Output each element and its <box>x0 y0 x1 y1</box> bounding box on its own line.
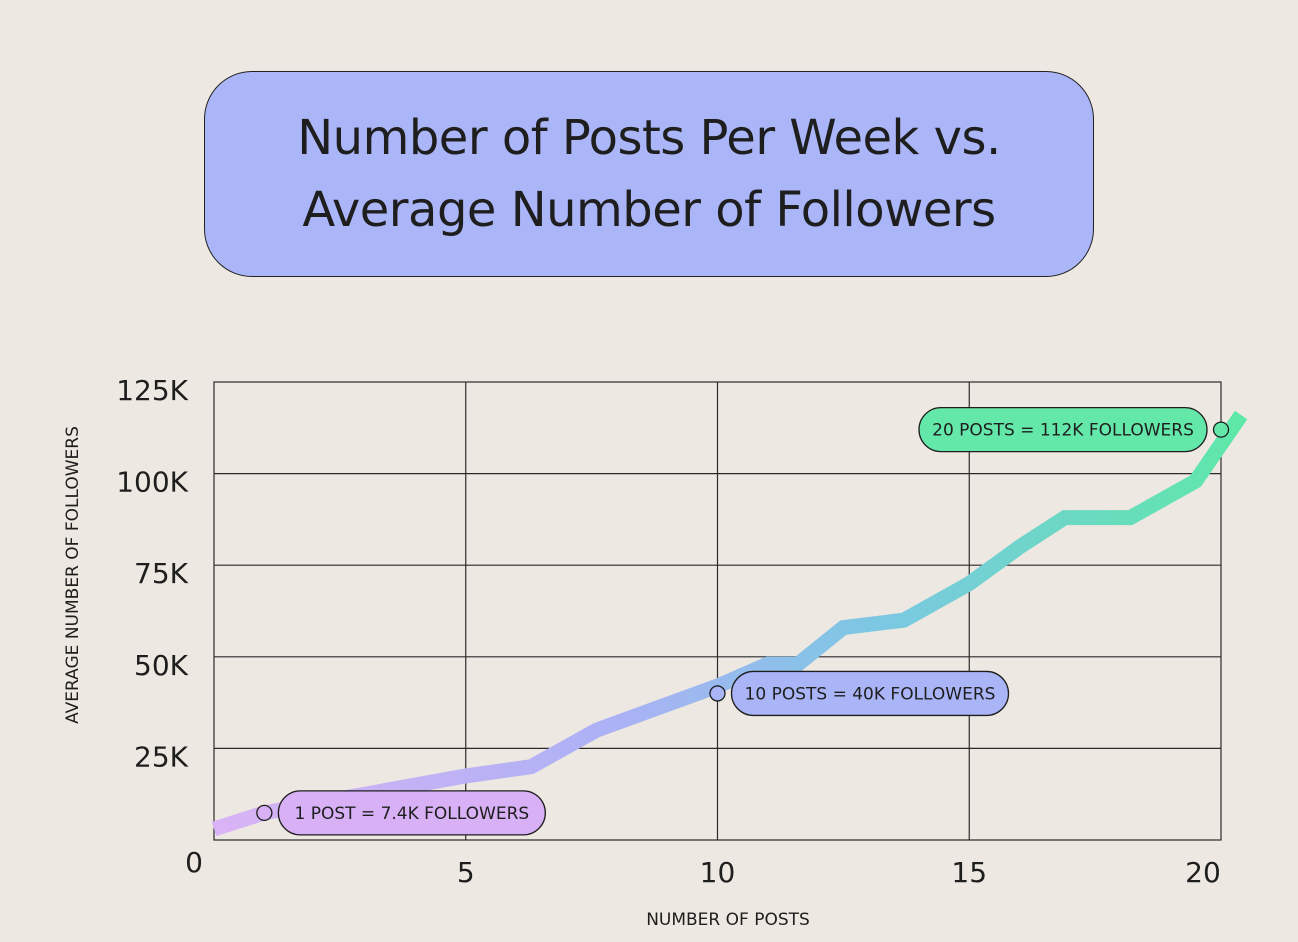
x-tick-label: 15 <box>951 856 987 889</box>
annotation-marker <box>256 804 273 822</box>
tick-labels: 0 5 10 15 20 25K 50K 75K 100K 125K <box>116 374 1221 889</box>
annotation-label-text: 1 POST = 7.4K FOLLOWERS <box>294 804 529 824</box>
y-tick-label: 75K <box>134 557 189 590</box>
data-line-layer <box>211 410 1248 837</box>
chart-title-line-1: Number of Posts Per Week vs. <box>297 110 1001 166</box>
x-tick-label: 5 <box>457 856 475 889</box>
y-tick-label: 100K <box>116 466 188 499</box>
annotation-label-text: 20 POSTS = 112K FOLLOWERS <box>932 421 1194 441</box>
series-line <box>211 410 1248 837</box>
annotation-label-box <box>730 670 1010 717</box>
annotation-label-box <box>918 406 1208 453</box>
annotation-label-text: 10 POSTS = 40K FOLLOWERS <box>745 684 996 704</box>
x-tick-label: 20 <box>1185 856 1221 889</box>
x-tick-label: 10 <box>700 856 736 889</box>
annotation-marker <box>1212 421 1230 438</box>
grid <box>213 381 1222 841</box>
annotations: 1 POST = 7.4K FOLLOWERS 10 POSTS = 40K FO… <box>256 406 1230 836</box>
y-tick-label: 25K <box>134 740 189 773</box>
x-tick-label: 0 <box>185 846 203 879</box>
annotation-label-box <box>277 790 547 836</box>
y-axis-title: AVERAGE NUMBER OF FOLLOWERS <box>63 426 83 724</box>
y-tick-label: 50K <box>134 649 189 682</box>
chart-title: Number of Posts Per Week vs. Average Num… <box>204 71 1094 277</box>
x-axis-title: NUMBER OF POSTS <box>646 910 810 930</box>
annotation-marker <box>709 685 726 702</box>
y-tick-label: 125K <box>116 374 188 407</box>
chart-title-line-2: Average Number of Followers <box>302 182 996 238</box>
